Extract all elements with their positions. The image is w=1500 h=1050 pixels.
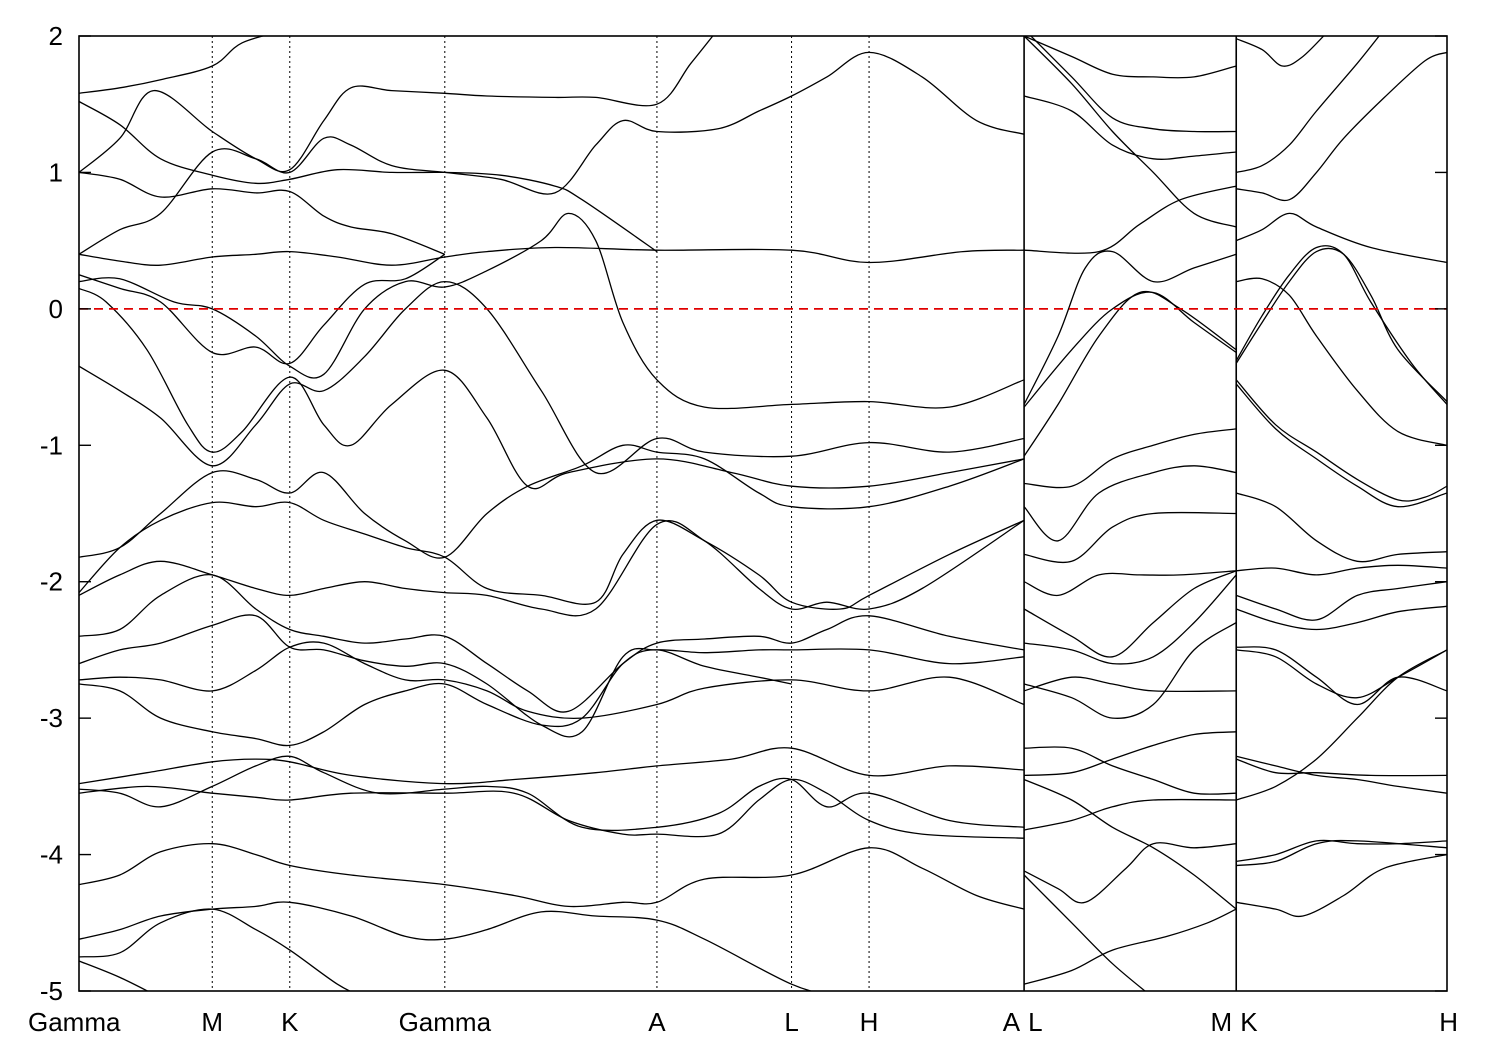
band-line bbox=[1023, 676, 1237, 693]
band-line bbox=[79, 501, 1025, 610]
band-line bbox=[79, 280, 1025, 475]
band-line bbox=[1235, 212, 1447, 264]
band-line bbox=[1236, 51, 1447, 202]
x-tick-label: K bbox=[281, 1007, 299, 1037]
band-line bbox=[1235, 245, 1447, 405]
band-line bbox=[79, 755, 1025, 832]
band-line bbox=[79, 641, 1025, 719]
x-tick-label: L bbox=[1028, 1007, 1042, 1037]
x-tick-label: M bbox=[201, 1007, 223, 1037]
x-tick-label: A bbox=[648, 1007, 666, 1037]
band-line bbox=[79, 519, 1025, 617]
band-line bbox=[1023, 622, 1237, 719]
band-line bbox=[1023, 95, 1237, 160]
band-line bbox=[79, 287, 1025, 490]
band-line bbox=[1023, 874, 1146, 991]
band-line bbox=[1235, 36, 1325, 67]
band-line bbox=[1023, 570, 1237, 658]
kpoint-grid bbox=[211, 36, 1238, 991]
band-line bbox=[1024, 428, 1237, 489]
band-line bbox=[79, 246, 1025, 266]
band-line bbox=[1236, 277, 1447, 446]
band-line bbox=[1236, 646, 1447, 706]
x-tick-label: L bbox=[784, 1007, 798, 1037]
band-line bbox=[79, 843, 1025, 910]
x-tick-label: Gamma bbox=[399, 1007, 492, 1037]
band-line bbox=[1235, 492, 1447, 563]
band-line bbox=[79, 747, 1025, 785]
x-tick-label: K bbox=[1240, 1007, 1258, 1037]
y-tick-label: -4 bbox=[40, 840, 63, 870]
band-line bbox=[79, 36, 265, 94]
band-line bbox=[79, 960, 149, 991]
band-line bbox=[79, 253, 446, 365]
band-line bbox=[79, 908, 351, 991]
x-tick-label: A bbox=[1003, 1007, 1021, 1037]
band-line bbox=[1236, 649, 1447, 699]
band-line bbox=[1024, 574, 1237, 665]
band-line bbox=[1023, 511, 1237, 563]
axis-ticks bbox=[79, 35, 1447, 992]
y-tick-label: 0 bbox=[49, 294, 63, 324]
band-line bbox=[1023, 908, 1237, 985]
band-line bbox=[79, 778, 1025, 839]
band-line bbox=[79, 51, 1025, 255]
band-line bbox=[1023, 250, 1237, 405]
band-line bbox=[1023, 798, 1237, 831]
band-line bbox=[1236, 839, 1447, 867]
y-tick-label: -1 bbox=[40, 430, 63, 460]
band-line bbox=[79, 901, 814, 991]
band-line bbox=[1235, 383, 1447, 508]
x-tick-label: H bbox=[1439, 1007, 1458, 1037]
y-tick-label: 1 bbox=[49, 157, 63, 187]
band-line bbox=[1236, 36, 1380, 174]
x-tick-label: H bbox=[860, 1007, 879, 1037]
band-line bbox=[1236, 755, 1447, 794]
band-line bbox=[1235, 649, 1447, 801]
band-line bbox=[1023, 290, 1237, 457]
band-line bbox=[1235, 605, 1447, 631]
band-line bbox=[1235, 581, 1447, 621]
band-line bbox=[1023, 36, 1237, 79]
y-tick-label: -5 bbox=[40, 976, 63, 1006]
band-line bbox=[79, 100, 658, 253]
band-line bbox=[1023, 842, 1237, 904]
plot-frame bbox=[78, 35, 1448, 992]
band-line bbox=[79, 212, 1025, 410]
band-line bbox=[1236, 564, 1447, 576]
band-line bbox=[79, 36, 714, 173]
band-line bbox=[1235, 247, 1447, 403]
band-line bbox=[79, 444, 1025, 559]
band-line bbox=[79, 649, 792, 747]
y-tick-label: -3 bbox=[40, 703, 63, 733]
x-tick-label: M bbox=[1211, 1007, 1233, 1037]
band-line bbox=[1235, 379, 1447, 502]
band-line bbox=[1024, 185, 1237, 254]
band-line bbox=[1023, 465, 1237, 542]
band-line bbox=[79, 614, 1025, 738]
band-line bbox=[1024, 731, 1237, 777]
band-line bbox=[1236, 853, 1447, 918]
y-tick-label: -2 bbox=[40, 567, 63, 597]
band-line bbox=[79, 171, 446, 255]
band-line bbox=[1029, 36, 1237, 133]
bands-layer bbox=[79, 36, 1447, 991]
y-tick-label: 2 bbox=[49, 21, 63, 51]
band-line bbox=[1023, 36, 1237, 228]
band-line bbox=[1023, 778, 1237, 910]
band-line bbox=[1024, 746, 1237, 795]
x-tick-label: Gamma bbox=[28, 1007, 121, 1037]
band-line bbox=[79, 574, 1025, 713]
band-line bbox=[1023, 570, 1237, 597]
band-line bbox=[1235, 758, 1447, 777]
band-line bbox=[1236, 839, 1447, 863]
